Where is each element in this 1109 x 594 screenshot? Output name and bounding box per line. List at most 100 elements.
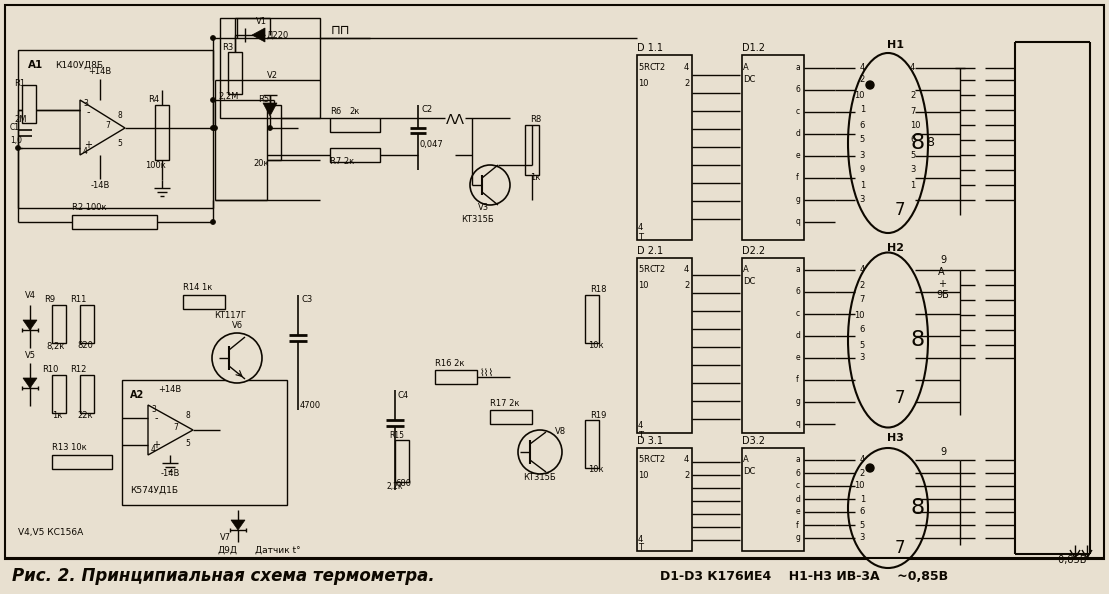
Text: CT2: CT2 [649, 456, 665, 465]
Circle shape [866, 81, 874, 89]
Text: 3: 3 [859, 195, 865, 204]
Text: 1: 1 [859, 181, 865, 189]
Text: R4: R4 [147, 96, 159, 105]
Bar [52, 455, 112, 469]
Text: R8: R8 [530, 115, 541, 125]
Text: +: + [938, 279, 946, 289]
Text: e: e [796, 353, 801, 362]
Circle shape [212, 333, 262, 383]
Text: 4700: 4700 [301, 400, 322, 409]
Text: 5: 5 [859, 340, 865, 349]
Text: V6: V6 [232, 321, 243, 330]
Text: 3: 3 [151, 406, 156, 415]
Text: А1: А1 [28, 60, 43, 70]
Text: 4: 4 [859, 266, 865, 274]
Text: V2: V2 [266, 71, 277, 80]
Polygon shape [263, 103, 277, 116]
Text: T: T [638, 431, 643, 440]
Text: ⊓⊓: ⊓⊓ [330, 24, 349, 36]
Text: R5: R5 [258, 96, 269, 105]
Bar [637, 55, 692, 240]
Text: +: + [84, 140, 92, 150]
Circle shape [213, 125, 217, 131]
Text: R: R [643, 266, 649, 274]
Polygon shape [23, 378, 37, 388]
Bar [435, 370, 477, 384]
Text: D 2.1: D 2.1 [637, 246, 663, 256]
Text: CT2: CT2 [649, 64, 665, 72]
Text: 2: 2 [859, 280, 865, 289]
Text: 4: 4 [859, 64, 865, 72]
Text: R18: R18 [590, 286, 607, 295]
Bar [228, 52, 242, 94]
Text: -: - [154, 413, 157, 423]
Circle shape [211, 97, 215, 103]
Text: g: g [796, 195, 801, 204]
Text: ~0,85В: ~0,85В [1050, 555, 1087, 565]
Text: V8: V8 [554, 428, 566, 437]
Text: C4: C4 [398, 390, 409, 400]
Text: R6: R6 [330, 108, 342, 116]
Text: c: c [796, 482, 800, 491]
Text: 8,2к: 8,2к [45, 342, 64, 350]
Text: C3: C3 [302, 295, 313, 305]
Text: Рис. 2. Принципиальная схема термометра.: Рис. 2. Принципиальная схема термометра. [12, 567, 435, 585]
Text: -14В: -14В [161, 469, 180, 478]
Text: 4: 4 [684, 64, 690, 72]
Text: D3.2: D3.2 [742, 436, 765, 446]
Bar [637, 448, 692, 551]
Bar [12, 277, 637, 537]
Bar [72, 215, 157, 229]
Text: 3: 3 [859, 533, 865, 542]
Text: 7: 7 [895, 201, 905, 219]
Text: 1: 1 [859, 494, 865, 504]
Bar [586, 295, 599, 343]
Text: 6: 6 [859, 326, 865, 334]
Text: R: R [643, 456, 649, 465]
Circle shape [518, 430, 562, 474]
Text: 3: 3 [859, 353, 865, 362]
Text: 9: 9 [940, 447, 946, 457]
Text: R16 2к: R16 2к [435, 359, 465, 368]
Polygon shape [231, 520, 245, 530]
Text: 4: 4 [859, 456, 865, 465]
Text: +14В: +14В [89, 68, 112, 77]
Text: 6: 6 [859, 121, 865, 129]
Text: d: d [796, 331, 801, 340]
Text: g: g [796, 533, 801, 542]
Ellipse shape [848, 53, 928, 233]
Text: 10к: 10к [588, 466, 603, 475]
Text: 6: 6 [796, 86, 801, 94]
Text: 5: 5 [859, 520, 865, 529]
Text: 4: 4 [151, 446, 156, 454]
Text: V4,V5 КС156А: V4,V5 КС156А [18, 527, 83, 536]
Text: 2к: 2к [349, 108, 360, 116]
Text: 6: 6 [910, 135, 915, 144]
Text: 680: 680 [395, 479, 411, 488]
Bar [490, 410, 532, 424]
Text: R12: R12 [70, 365, 87, 374]
Text: 100к: 100к [145, 160, 166, 169]
Text: Датчик t°: Датчик t° [255, 545, 301, 555]
Text: 8: 8 [910, 498, 925, 518]
Text: 10: 10 [638, 78, 649, 87]
Text: 4: 4 [684, 266, 690, 274]
Text: R10: R10 [42, 365, 58, 374]
Text: 9: 9 [859, 166, 865, 175]
Text: a: a [796, 266, 801, 274]
Circle shape [211, 125, 215, 131]
Text: А: А [938, 267, 945, 277]
Text: DC: DC [743, 75, 755, 84]
Text: 4: 4 [638, 421, 643, 429]
Bar [742, 448, 804, 551]
Text: 7: 7 [895, 389, 905, 407]
Text: КТ315Б: КТ315Б [461, 216, 495, 225]
Text: a: a [796, 64, 801, 72]
Text: 10: 10 [855, 311, 865, 320]
Text: 8: 8 [118, 110, 122, 119]
Text: 2: 2 [910, 90, 915, 100]
Text: Н3: Н3 [886, 433, 904, 443]
Bar [742, 258, 804, 433]
Text: D 1.1: D 1.1 [637, 43, 663, 53]
Bar [330, 148, 380, 162]
